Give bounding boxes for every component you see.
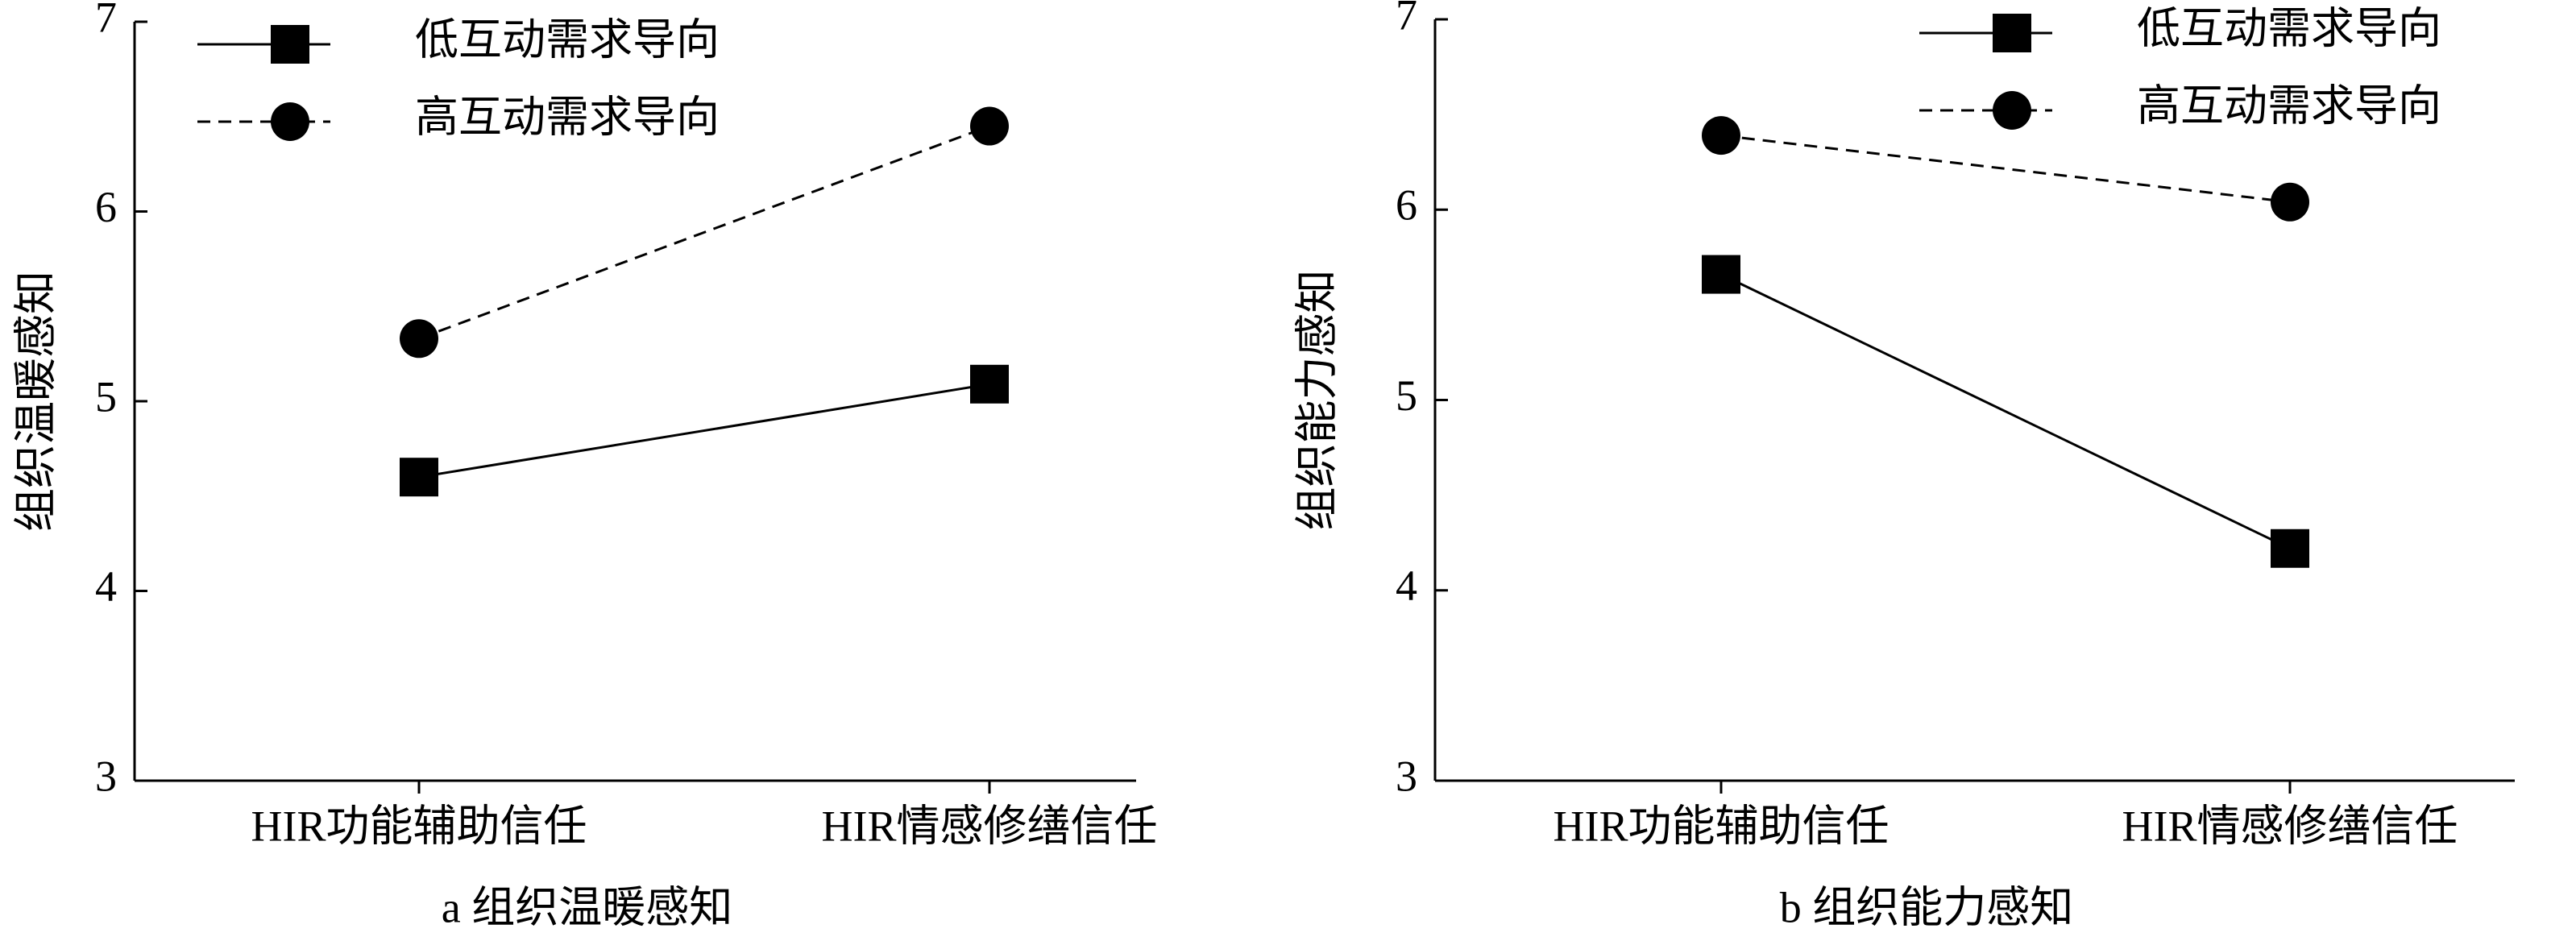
legend-label: 低互动需求导向 (2137, 4, 2441, 52)
y-tick-label: 7 (1396, 0, 1417, 39)
legend-label: 高互动需求导向 (415, 93, 720, 141)
y-axis-label: 组织温暖感知 (11, 271, 60, 532)
y-tick-label: 5 (95, 372, 117, 421)
y-tick-label: 6 (1396, 181, 1417, 230)
marker (271, 25, 309, 64)
legend-label: 高互动需求导向 (2137, 81, 2441, 130)
x-tick-label: HIR功能辅助信任 (1553, 802, 1889, 850)
x-tick-label: HIR情感修缮信任 (2122, 802, 2458, 850)
x-tick-label: HIR情感修缮信任 (822, 802, 1158, 850)
chart-title: a 组织温暖感知 (442, 883, 732, 931)
marker (1993, 14, 2031, 52)
y-tick-label: 4 (95, 562, 117, 611)
marker (271, 102, 309, 141)
legend-label: 低互动需求导向 (415, 15, 720, 64)
series-line (1720, 273, 2291, 550)
series-line (418, 125, 990, 340)
y-tick-label: 3 (1396, 752, 1417, 800)
y-tick-label: 4 (1396, 562, 1417, 610)
y-tick-label: 5 (1396, 371, 1417, 420)
chart-title: b 组织能力感知 (1780, 883, 2074, 931)
series-line (1720, 134, 2291, 204)
marker (400, 458, 438, 497)
marker (2271, 182, 2309, 222)
y-tick-label: 3 (95, 752, 117, 800)
marker (1702, 255, 1740, 294)
y-tick-label: 6 (95, 183, 117, 231)
marker (970, 364, 1009, 404)
marker (1702, 116, 1740, 155)
marker (970, 106, 1009, 146)
x-tick-label: HIR功能辅助信任 (251, 802, 587, 850)
marker (1993, 91, 2031, 130)
marker (400, 319, 438, 359)
y-axis-label: 组织能力感知 (1292, 270, 1341, 531)
marker (2271, 529, 2309, 568)
y-tick-label: 7 (95, 0, 117, 41)
series-line (418, 383, 990, 479)
